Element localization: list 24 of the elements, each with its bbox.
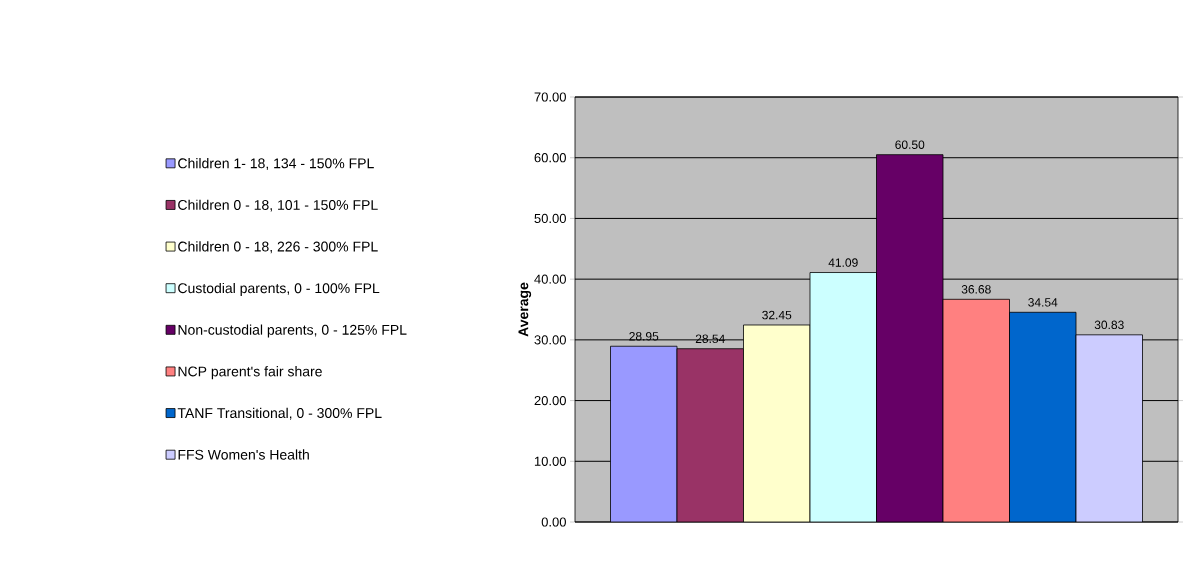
y-tick-label: 60.00 (534, 153, 566, 163)
legend-label: Children 0 - 18, 101 - 150% FPL (178, 199, 378, 212)
y-tick-label: 20.00 (534, 395, 566, 406)
legend-label: FFS Women's Health (178, 449, 309, 460)
legend-label: Custodial parents, 0 - 100% FPL (178, 282, 380, 296)
data-label: 60.50 (895, 140, 925, 149)
legend-label: Children 1- 18, 134 - 150% FPL (178, 158, 374, 170)
y-axis-title: Average (518, 282, 532, 337)
y-tick-label: 10.00 (534, 456, 566, 466)
legend-label: NCP parent's fair share (178, 366, 322, 380)
y-tick-label: 0.00 (541, 517, 566, 527)
data-label: 36.68 (961, 285, 991, 294)
data-label: 41.09 (828, 258, 858, 267)
data-label: 32.45 (762, 310, 792, 320)
legend-label: TANF Transitional, 0 - 300% FPL (177, 407, 382, 420)
y-tick-label: 40.00 (534, 274, 566, 284)
legend-label: Children 0 - 18, 226 - 300% FPL (178, 241, 378, 254)
y-tick-label: 70.00 (534, 92, 566, 102)
data-label: 30.83 (1094, 320, 1124, 330)
y-tick-label: 50.00 (534, 213, 566, 224)
data-label: 28.95 (629, 332, 659, 341)
legend-label: Non-custodial parents, 0 - 125% FPL (178, 324, 407, 338)
y-tick-label: 30.00 (534, 335, 566, 345)
data-label: 34.54 (1028, 298, 1058, 307)
